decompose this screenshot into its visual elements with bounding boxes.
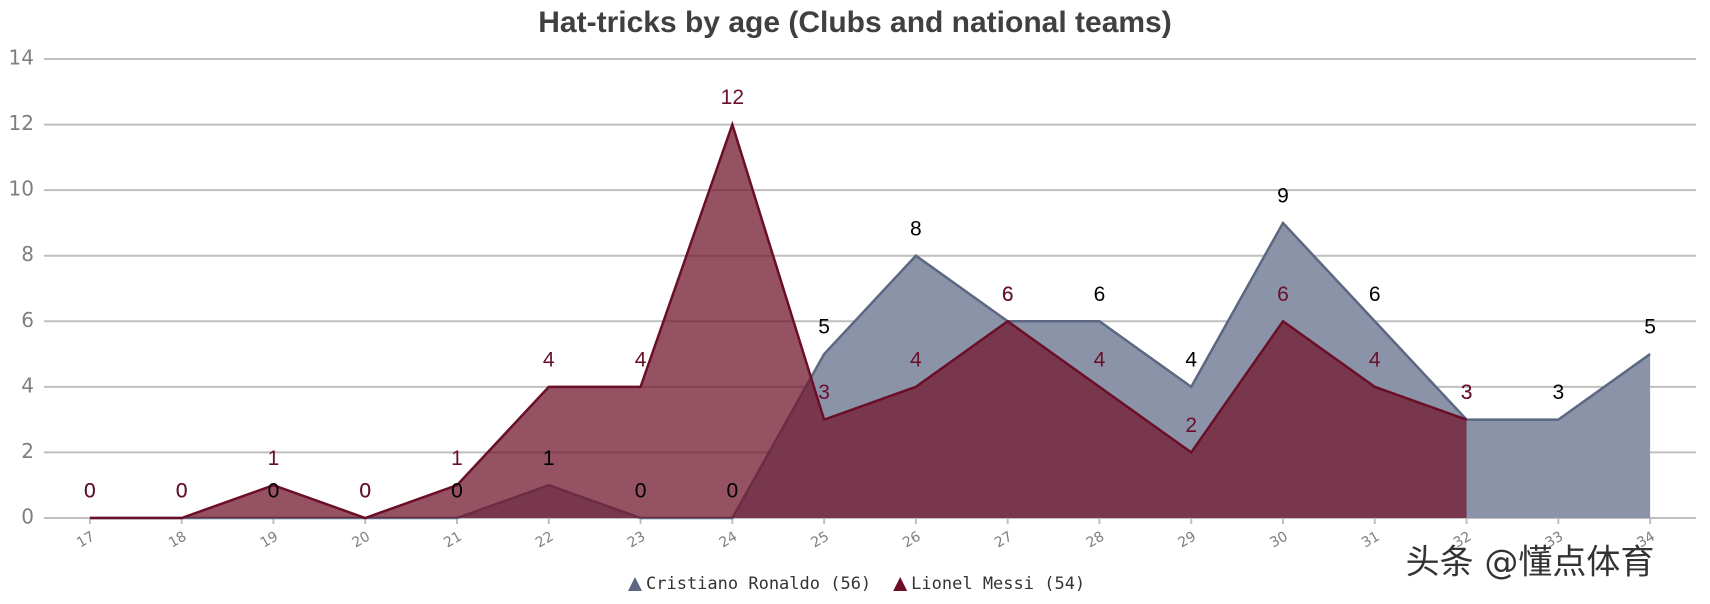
- data-label: 5: [1644, 316, 1656, 339]
- x-tick-label: 32: [1451, 529, 1474, 552]
- data-label: 3: [1461, 381, 1473, 404]
- x-tick-label: 28: [1084, 529, 1107, 552]
- x-tick-label: 25: [808, 529, 831, 552]
- data-label: 0: [176, 480, 188, 503]
- area: [89, 124, 1467, 519]
- legend-marker: [628, 577, 642, 591]
- data-label: 4: [1185, 348, 1197, 371]
- x-tick-label: 23: [625, 529, 648, 552]
- data-label: 3: [818, 381, 830, 404]
- legend-label: Cristiano Ronaldo (56): [646, 574, 871, 594]
- data-label: 6: [1002, 283, 1014, 306]
- data-label: 1: [268, 447, 280, 470]
- y-tick-label: 2: [21, 439, 34, 463]
- x-tick-label: 24: [717, 529, 741, 552]
- legend-marker: [893, 577, 908, 591]
- data-label: 6: [1002, 283, 1014, 306]
- x-tick-label: 30: [1267, 529, 1290, 552]
- data-label: 0: [84, 480, 96, 503]
- x-tick-label: 34: [1634, 529, 1658, 552]
- watermark: 头条 @懂点体育: [1406, 543, 1655, 583]
- data-label: 4: [543, 348, 555, 371]
- data-label: 0: [635, 480, 647, 503]
- data-label: 2: [1185, 414, 1197, 437]
- y-tick-label: 8: [21, 242, 34, 266]
- data-label: 6: [1094, 283, 1106, 306]
- data-label: 4: [635, 348, 647, 371]
- data-label: 0: [359, 480, 371, 503]
- y-tick-label: 4: [21, 373, 34, 397]
- data-label: 1: [451, 447, 463, 470]
- y-tick-label: 12: [9, 111, 34, 135]
- data-label: 0: [726, 480, 738, 503]
- x-tick-label: 33: [1543, 529, 1566, 552]
- x-tick-label: 31: [1359, 529, 1382, 552]
- data-label: 0: [359, 480, 371, 503]
- data-label: 0: [451, 480, 463, 503]
- data-label: 6: [1277, 283, 1289, 306]
- data-label: 0: [84, 480, 96, 503]
- y-tick-label: 14: [9, 46, 34, 70]
- x-tick-label: 27: [992, 529, 1015, 552]
- x-tick-label: 18: [166, 529, 189, 552]
- data-label: 9: [1277, 184, 1289, 207]
- data-label: 4: [910, 348, 922, 371]
- data-label: 6: [1369, 283, 1381, 306]
- area-line: [89, 120, 1467, 520]
- x-tick-label: 26: [900, 529, 924, 552]
- x-tick-label: 19: [258, 529, 281, 552]
- data-label: 0: [268, 480, 280, 503]
- y-tick-label: 6: [21, 308, 34, 332]
- chart-title: Hat-tricks by age (Clubs and national te…: [538, 6, 1171, 39]
- data-label: 4: [1094, 348, 1106, 371]
- x-tick-label: 20: [350, 529, 373, 552]
- data-label: 1: [543, 447, 555, 470]
- data-label: 5: [818, 316, 830, 339]
- data-label: 8: [910, 217, 922, 240]
- data-label: 3: [1552, 381, 1564, 404]
- x-tick-label: 21: [441, 529, 464, 552]
- data-label: 4: [1369, 348, 1381, 371]
- x-tick-label: 17: [74, 529, 97, 552]
- data-label: 12: [721, 86, 744, 109]
- y-tick-label: 10: [9, 177, 34, 201]
- legend-label: Lionel Messi (54): [911, 574, 1085, 594]
- data-label: 0: [176, 480, 188, 503]
- data-label: 3: [1461, 381, 1473, 404]
- x-tick-label: 22: [533, 529, 556, 552]
- x-tick-label: 29: [1176, 529, 1199, 552]
- y-tick-label: 0: [21, 505, 34, 529]
